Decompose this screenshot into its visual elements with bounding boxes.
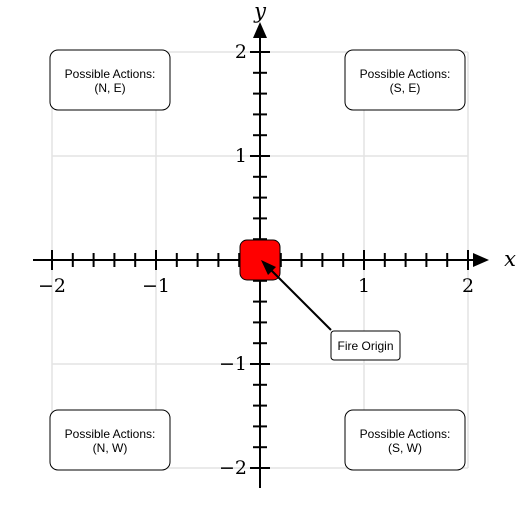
action-box-ne: Possible Actions: (S, E) [344,49,466,111]
action-box-frame [49,49,171,111]
y-axis-arrowhead [253,22,267,38]
ticks [51,51,469,469]
y-axis-label: y [253,0,267,23]
action-box-title: Possible Actions: [360,67,451,81]
tick-labels: −2 −1 1 2 2 1 −1 −2 [38,41,474,479]
action-box-sw: Possible Actions: (N, W) [49,409,171,471]
fire-origin-label: Fire Origin [337,339,393,353]
action-box-directions: (N, E) [94,81,125,95]
action-box-directions: (N, W) [93,441,128,455]
action-box-directions: (S, E) [390,81,421,95]
action-box-title: Possible Actions: [65,427,156,441]
y-tick-label: 1 [235,145,247,167]
x-axis-label: x [504,247,516,271]
y-tick-label: −2 [219,457,247,479]
fire-origin-arrowhead [261,260,276,275]
action-box-directions: (S, W) [388,441,422,455]
action-box-title: Possible Actions: [360,427,451,441]
x-axis-arrowhead [473,253,489,267]
fire-origin-arrow-line [269,268,332,331]
fire-origin-label-frame [330,330,401,361]
x-tick-label: 1 [358,275,370,297]
x-tick-label: −2 [38,275,66,297]
action-box-se: Possible Actions: (S, W) [344,409,466,471]
action-box-frame [344,409,466,471]
action-box-title: Possible Actions: [65,67,156,81]
x-tick-label: −1 [142,275,170,297]
action-box-nw: Possible Actions: (N, E) [49,49,171,111]
action-box-frame [49,409,171,471]
y-tick-label: 2 [235,41,247,63]
fire-origin-callout: Fire Origin [330,330,401,361]
action-box-frame [344,49,466,111]
y-tick-label: −1 [219,353,247,375]
x-tick-label: 2 [462,275,474,297]
